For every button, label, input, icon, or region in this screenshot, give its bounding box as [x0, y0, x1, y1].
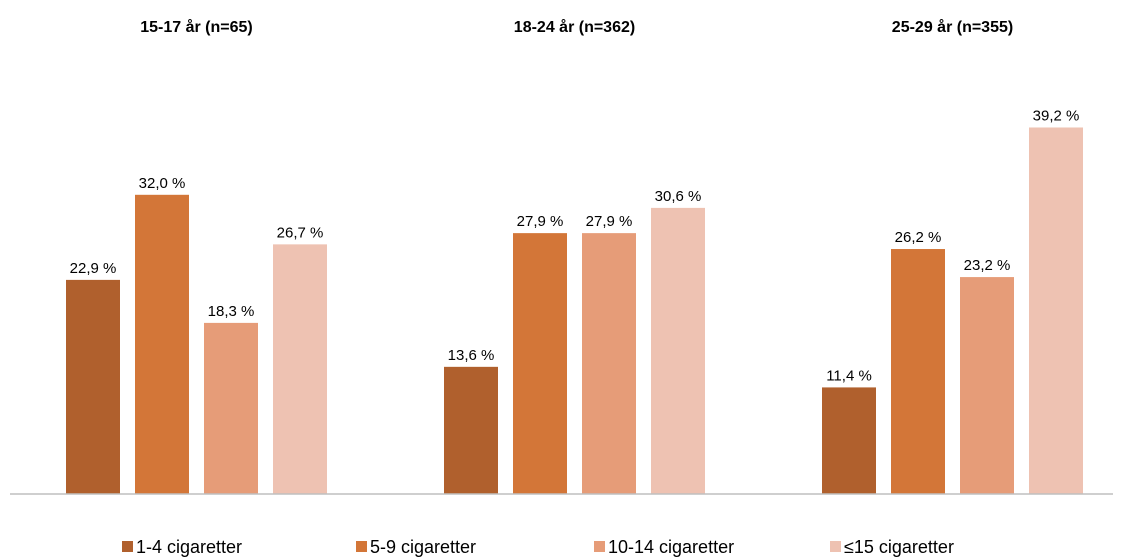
legend: 1-4 cigaretter 5-9 cigaretter 10-14 cigare…: [122, 537, 954, 557]
bar: [513, 233, 567, 494]
bars: [66, 127, 1083, 495]
legend-swatch: [594, 541, 605, 552]
data-label: 32,0 %: [139, 175, 186, 192]
legend-label: ≤15 cigaretter: [844, 537, 954, 557]
data-label: 11,4 %: [826, 367, 872, 384]
bar: [273, 244, 327, 494]
legend-label: 1-4 cigaretter: [136, 537, 242, 557]
data-label: 22,9 %: [70, 260, 117, 277]
data-label: 23,2 %: [964, 257, 1011, 274]
data-label: 27,9 %: [517, 213, 564, 230]
group-titles: 15-17 år (n=65) 18-24 år (n=362) 25-29 år …: [140, 18, 1013, 36]
bar: [204, 322, 258, 494]
legend-swatch: [356, 541, 367, 552]
bar: [1029, 127, 1083, 494]
group-title: 15-17 år (n=65): [140, 18, 253, 36]
data-labels: 22,9 % 32,0 % 18,3 % 26,7 % 13,6 % 27,9 % 27,9…: [70, 107, 1080, 384]
data-label: 18,3 %: [208, 303, 255, 320]
legend-swatch: [830, 541, 841, 552]
data-label: 26,2 %: [895, 229, 942, 246]
legend-swatch: [122, 541, 133, 552]
bar: [66, 279, 120, 494]
legend-label: 10-14 cigaretter: [608, 537, 734, 557]
legend-label: 5-9 cigaretter: [370, 537, 476, 557]
bar: [582, 233, 636, 494]
data-label: 30,6 %: [655, 188, 702, 205]
bar: [960, 277, 1014, 494]
group-title: 25-29 år (n=355): [892, 18, 1013, 36]
data-label: 27,9 %: [586, 213, 633, 230]
data-label: 13,6 %: [448, 347, 495, 364]
bar: [651, 207, 705, 494]
data-label: 39,2 %: [1033, 107, 1080, 124]
bar: [822, 387, 876, 494]
data-label: 26,7 %: [277, 224, 324, 241]
group-title: 18-24 år (n=362): [514, 18, 635, 36]
bar: [891, 249, 945, 494]
bar: [444, 366, 498, 494]
bar: [135, 194, 189, 495]
